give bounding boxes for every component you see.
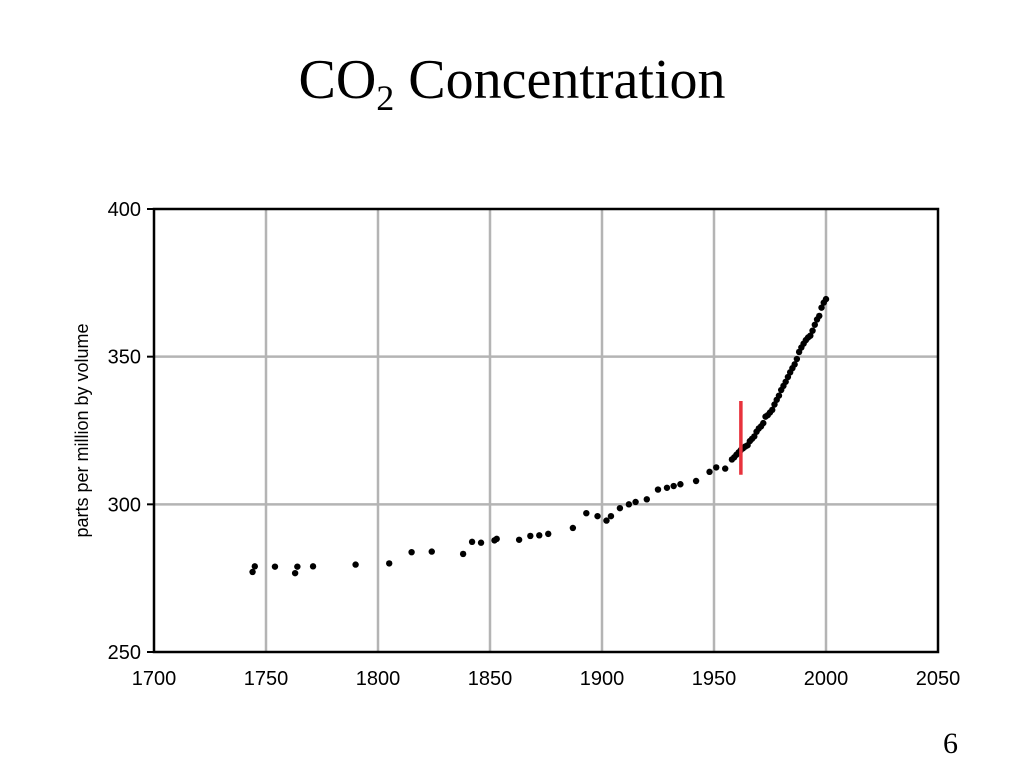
data-point [515,536,523,543]
data-point [713,464,720,471]
data-point [793,355,801,363]
data-point [459,550,467,558]
x-tick-label: 1750 [244,668,289,690]
y-tick-label: 250 [108,642,141,664]
data-point [818,304,825,311]
x-tick-label: 1900 [580,668,625,690]
data-point [594,512,601,520]
chart-frame [152,207,940,654]
data-point [545,530,552,538]
data-point [760,419,767,427]
title-subscript: 2 [376,78,395,118]
data-point [807,332,814,339]
data-point [309,563,317,570]
data-point [569,524,577,532]
x-tick-label: 2000 [804,668,849,690]
data-point [603,517,610,524]
chart-points [249,295,830,577]
data-point [616,504,624,512]
data-point [775,392,783,399]
data-point [468,538,476,546]
data-point [536,532,543,539]
data-point [663,484,671,491]
data-point [291,569,299,577]
chart-grid [147,208,938,653]
title-rest: Concentration [394,49,726,111]
chart-tick-labels: 1700 1750 1800 1850 1900 1950 2000 2050 250 300 35… [108,199,961,690]
x-tick-label: 1700 [132,668,177,690]
data-point [692,477,700,485]
data-point [249,568,256,576]
data-point [527,532,534,540]
data-point [583,509,590,517]
data-point [625,501,633,508]
data-point [809,327,816,334]
y-tick-label: 300 [108,494,141,516]
data-point [493,535,500,543]
data-point [706,468,713,476]
page-number: 6 [943,727,958,760]
data-point [670,482,677,490]
data-point [408,548,415,556]
data-point [677,481,684,488]
data-point [386,560,393,567]
data-point [811,321,818,328]
data-point [607,512,615,520]
x-tick-label: 1850 [468,668,513,690]
data-point [352,561,359,568]
data-point [769,406,776,414]
data-point [822,295,830,303]
slide-title: CO2 Concentration [0,48,1024,118]
title-main: CO [298,49,377,111]
data-point [643,496,650,503]
y-tick-label: 400 [108,199,141,221]
data-point [251,563,258,570]
data-point [428,548,435,555]
data-point [791,361,798,368]
x-tick-label: 1800 [356,668,401,690]
data-point [477,539,485,546]
data-point [632,498,639,506]
data-point [294,563,301,570]
x-tick-label: 1950 [692,668,737,690]
data-point [271,563,279,570]
x-tick-label: 2050 [916,668,961,690]
data-point [654,486,662,493]
data-point [816,312,823,320]
y-axis-label: parts per million by volume [72,323,92,537]
y-tick-label: 350 [108,347,141,369]
data-point [722,465,729,472]
